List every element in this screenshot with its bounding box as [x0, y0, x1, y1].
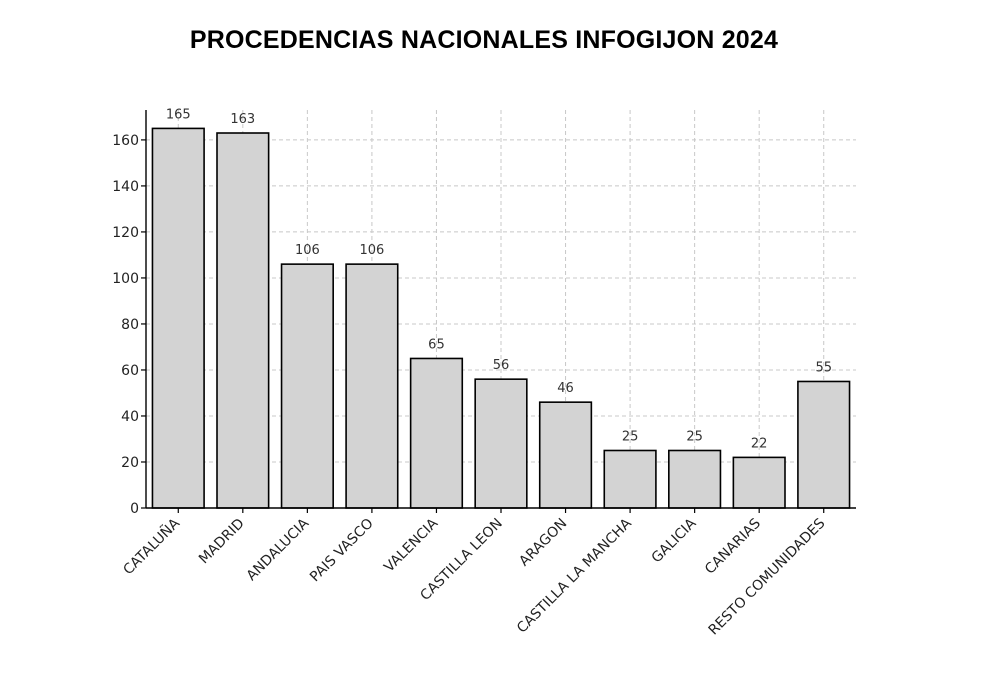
x-tick-label: CASTILLA LA MANCHA	[514, 515, 635, 636]
data-label: 163	[230, 112, 255, 127]
x-tick-label: CATALUÑA	[120, 515, 184, 579]
y-tick-label: 140	[112, 179, 139, 195]
data-label: 65	[428, 337, 445, 352]
x-tick-label: ANDALUCIA	[244, 515, 313, 584]
y-tick-label: 40	[121, 409, 139, 425]
data-label: 25	[622, 429, 639, 444]
data-label: 106	[295, 243, 320, 258]
bar	[409, 357, 464, 509]
bar	[732, 456, 786, 509]
data-label: 165	[166, 107, 191, 122]
x-tick-label: VALENCIA	[381, 515, 441, 575]
y-tick-label: 20	[121, 455, 139, 471]
bar	[151, 127, 205, 509]
y-tick-label: 0	[130, 501, 139, 517]
bar	[797, 380, 851, 509]
y-tick-label: 80	[121, 317, 139, 333]
data-label: 25	[686, 429, 703, 444]
data-label: 22	[751, 436, 768, 451]
data-label: 56	[493, 358, 510, 373]
bar	[603, 449, 657, 509]
axes	[141, 110, 856, 513]
bar	[345, 263, 399, 509]
bar	[538, 401, 593, 509]
x-tick-label: RESTO COMUNIDADES	[706, 515, 829, 638]
data-label: 55	[815, 360, 832, 375]
x-tick-label: PAIS VASCO	[307, 516, 377, 586]
x-tick-label: ARAGON	[516, 516, 570, 570]
chart-title: PROCEDENCIAS NACIONALES INFOGIJON 2024	[189, 26, 779, 54]
y-tick-label: 160	[112, 133, 139, 149]
y-tick-label: 60	[121, 363, 139, 379]
data-label: 46	[557, 381, 574, 396]
bars	[151, 127, 851, 509]
data-label: 106	[359, 243, 384, 258]
x-tick-label: GALICIA	[649, 515, 700, 566]
x-tick-label: MADRID	[196, 516, 248, 568]
y-tick-label: 120	[112, 225, 139, 241]
x-tick-label: CANARIAS	[702, 515, 764, 577]
bar	[668, 449, 722, 509]
bar	[280, 263, 334, 509]
y-tick-label: 100	[112, 271, 139, 287]
bar	[474, 378, 528, 509]
bar	[216, 132, 270, 509]
